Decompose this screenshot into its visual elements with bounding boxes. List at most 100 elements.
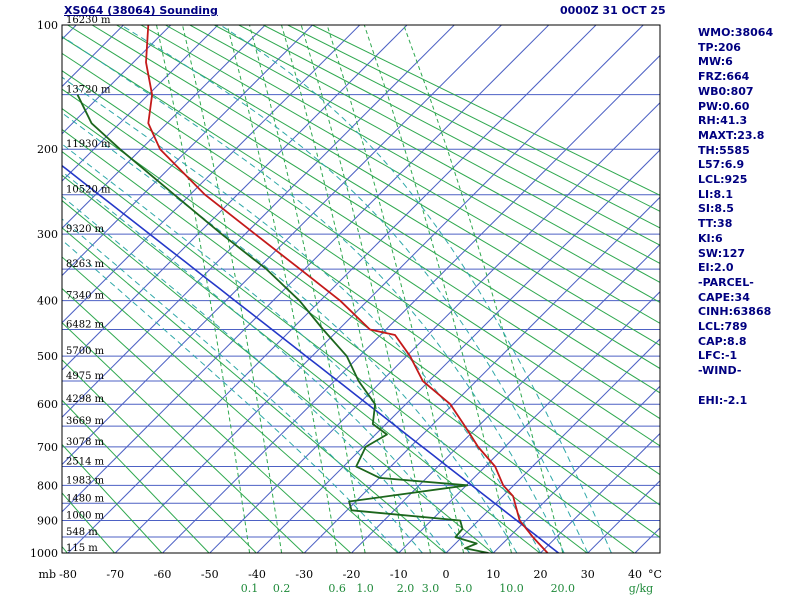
stats-line: CAPE:34 — [698, 290, 750, 304]
moist-adiabat-line — [120, 25, 589, 553]
height-label: 1480 m — [66, 493, 105, 504]
mixing-ratio-line — [182, 25, 283, 553]
isotherm-line — [62, 25, 172, 135]
isotherm-line — [540, 432, 660, 553]
stats-line: LFC:-1 — [698, 349, 738, 363]
isotherm-line — [62, 25, 219, 182]
pressure-label: 1000 — [30, 547, 58, 560]
stats-line: CAP:8.8 — [698, 334, 747, 348]
isotherm-line — [445, 338, 660, 553]
stats-line: TH:5585 — [698, 143, 750, 157]
dry-adiabat-line — [62, 174, 541, 553]
dry-adiabat-line — [62, 492, 115, 553]
stats-line: MW:6 — [698, 55, 733, 69]
mixing-ratio-line — [300, 25, 431, 553]
isotherm-line — [256, 149, 660, 553]
mixing-ratio-line — [403, 25, 564, 553]
moist-adiabat-line — [62, 239, 400, 553]
dewpoint-trace — [76, 94, 489, 553]
dry-adiabat-line — [62, 199, 493, 553]
dry-adiabat-line — [62, 359, 257, 553]
mixing-ratio-line — [363, 25, 512, 553]
height-label: 13720 m — [66, 85, 111, 96]
stats-panel: WMO:38064 TP:206 MW:6 FRZ:664 WB0:807 PW:0.60… — [698, 26, 798, 408]
moist-adiabat-line — [220, 25, 612, 553]
moist-adiabat-line — [62, 76, 541, 553]
height-label: 3078 m — [66, 437, 105, 448]
stats-line: PW:0.60 — [698, 99, 750, 113]
height-label: 548 m — [66, 527, 98, 538]
temperature-label: -60 — [154, 568, 172, 581]
stats-line: CINH:63868 — [698, 305, 772, 319]
temperature-label: -80 — [59, 568, 77, 581]
isotherm-line — [351, 243, 660, 553]
isotherm-line — [162, 54, 660, 553]
stats-line: WB0:807 — [698, 84, 754, 98]
stats-line: L57:6.9 — [698, 158, 745, 172]
dry-adiabat-line — [214, 25, 660, 264]
dry-adiabat-line — [311, 25, 660, 196]
dry-adiabat-line — [91, 25, 660, 370]
height-label: 16230 m — [66, 15, 111, 26]
height-label: 6482 m — [66, 320, 105, 331]
isotherm-line — [62, 25, 313, 277]
dry-adiabat-line — [62, 70, 660, 476]
height-label: 4298 m — [66, 394, 105, 405]
temperature-label: -10 — [390, 568, 408, 581]
mixing-ratio-label: 10.0 — [499, 582, 524, 595]
pressure-label: 200 — [37, 143, 58, 156]
temperature-label: -40 — [248, 568, 266, 581]
dry-adiabat-line — [62, 545, 68, 553]
dry-adiabat-line — [67, 25, 660, 394]
isotherm-line — [0, 25, 29, 553]
dry-adiabat-line — [116, 25, 660, 346]
dry-adiabat-line — [62, 287, 352, 553]
height-label: 9320 m — [66, 224, 105, 235]
height-label: 10520 m — [66, 185, 111, 196]
isotherm-line — [492, 385, 660, 553]
dry-adiabat-line — [62, 150, 588, 553]
height-label: 115 m — [66, 543, 98, 554]
height-label: 2514 m — [66, 457, 105, 468]
chart-area — [0, 25, 660, 553]
mixing-ratio-label: 2.0 — [397, 582, 415, 595]
mixing-ratio-line — [249, 25, 366, 553]
pressure-label: 600 — [37, 398, 58, 411]
temperature-label: -20 — [343, 568, 361, 581]
dry-adiabat-line — [238, 25, 660, 246]
pressure-label: 500 — [37, 350, 58, 363]
mixing-ratio-label: 0.2 — [273, 582, 291, 595]
isotherm-line — [62, 25, 550, 513]
dry-adiabat-line — [62, 227, 446, 553]
stats-line: EHI:-2.1 — [698, 393, 748, 407]
temperature-unit-label: °C — [648, 568, 662, 581]
dry-adiabat-line — [62, 256, 399, 553]
mixing-ratio-label: 0.1 — [241, 582, 259, 595]
mixing-ratio-line — [281, 25, 406, 553]
isotherm-line — [62, 25, 408, 371]
mixing-ratio-label: 0.6 — [328, 582, 346, 595]
stats-line: LCL:925 — [698, 173, 748, 187]
moist-adiabat-line — [62, 112, 518, 553]
stats-line: -WIND- — [698, 364, 742, 378]
temperature-label: -70 — [106, 568, 124, 581]
mixing-ratio-label: 3.0 — [422, 582, 440, 595]
isotherm-line — [62, 25, 455, 418]
dry-adiabat-line — [62, 128, 635, 553]
stats-line: FRZ:664 — [698, 70, 750, 84]
stats-line: EI:2.0 — [698, 261, 734, 275]
stats-line: TT:38 — [698, 217, 733, 231]
moist-adiabat-line — [62, 35, 565, 553]
stats-line: RH:41.3 — [698, 114, 748, 128]
temperature-label: 20 — [534, 568, 548, 581]
dry-adiabat-line — [62, 52, 660, 447]
dry-adiabat-line — [62, 443, 163, 553]
dry-adiabat-line — [189, 25, 660, 284]
dry-adiabat-line — [165, 25, 660, 303]
datetime-label: 0000Z 31 OCT 25 — [560, 4, 666, 17]
isotherm-line — [62, 25, 77, 40]
pressure-label: 900 — [37, 515, 58, 528]
dry-adiabat-line — [62, 322, 304, 553]
